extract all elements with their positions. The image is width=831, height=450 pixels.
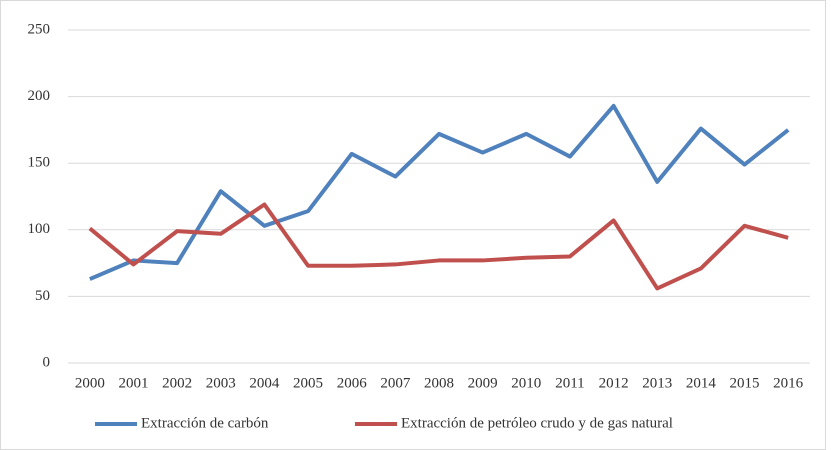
y-tick-label: 100 [28,221,51,237]
y-tick-label: 250 [28,21,51,37]
x-tick-label: 2003 [206,375,236,391]
x-tick-label: 2005 [293,375,323,391]
x-tick-label: 2014 [686,375,717,391]
x-tick-label: 2001 [118,375,148,391]
x-tick-label: 2013 [642,375,672,391]
data-line [88,202,789,291]
legend-label: Extracción de petróleo crudo y de gas na… [401,415,673,431]
x-tick-label: 2002 [162,375,192,391]
x-tick-label: 2007 [380,375,411,391]
x-tick-label: 2000 [75,375,105,391]
y-tick-label: 0 [43,354,51,370]
x-tick-label: 2011 [555,375,584,391]
x-tick-label: 2004 [249,375,280,391]
x-tick-label: 2015 [730,375,760,391]
x-tick-label: 2012 [599,375,629,391]
y-tick-label: 200 [28,88,51,104]
x-tick-label: 2010 [511,375,541,391]
legend-label: Extracción de carbón [141,415,269,431]
x-tick-label: 2009 [468,375,498,391]
x-tick-label: 2016 [773,375,804,391]
x-tick-label: 2006 [337,375,368,391]
y-tick-label: 50 [35,288,50,304]
x-tick-label: 2008 [424,375,454,391]
y-tick-label: 150 [28,155,51,171]
data-line [89,103,790,281]
